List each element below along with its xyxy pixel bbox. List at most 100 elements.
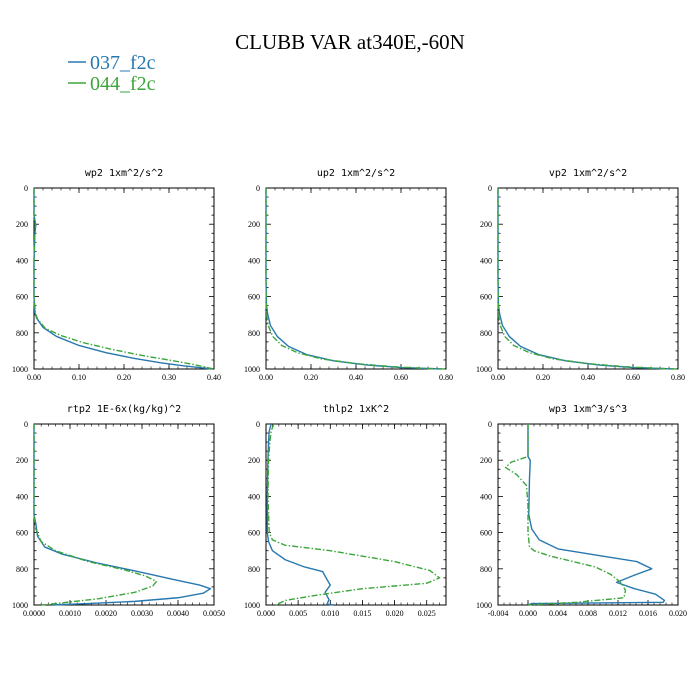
legend: 037_f2c 044_f2c [68,52,156,95]
y-tick-label: 400 [248,256,260,265]
x-tick-label: 0.40 [349,373,363,382]
x-tick-label: 0.30 [162,373,176,382]
y-tick-label: 400 [16,492,28,501]
x-tick-label: 0.016 [639,609,657,618]
y-tick-label: 0 [24,184,28,193]
panel-title: rtp2 1E-6x(kg/kg)^2 [67,404,181,415]
y-tick-label: 600 [248,293,260,302]
x-tick-label: 0.20 [304,373,318,382]
y-tick-label: 400 [248,492,260,501]
panel-title: vp2 1xm^2/s^2 [549,168,627,179]
y-tick-label: 600 [480,293,492,302]
y-tick-label: 1000 [244,601,260,610]
x-tick-label: 0.015 [353,609,371,618]
x-tick-label: 0.00 [259,373,273,382]
legend-label-044: 044_f2c [90,73,156,95]
x-tick-label: 0.0050 [203,609,225,618]
y-tick-label: 200 [16,456,28,465]
y-tick-label: 600 [16,529,28,538]
series-line-037_f2c [497,188,674,370]
x-tick-label: 0.60 [626,373,640,382]
y-tick-label: 200 [480,220,492,229]
x-tick-label: 0.000 [257,609,275,618]
x-tick-label: 0.40 [581,373,595,382]
plot-frame [33,423,215,606]
plot-frame [33,187,215,370]
series-line-044_f2c [265,188,447,370]
y-tick-label: 600 [16,293,28,302]
panel-6: wp3 1xm^3/s^3 0 200 400 600 800 1000-0.004 0.00… [476,404,687,618]
x-tick-label: 0.20 [117,373,131,382]
x-tick-label: 0.0040 [167,609,189,618]
x-tick-label: 0.0030 [131,609,153,618]
y-tick-label: 1000 [476,365,492,374]
y-tick-label: 400 [16,256,28,265]
x-tick-label: 0.60 [394,373,408,382]
y-tick-label: 0 [488,184,492,193]
y-tick-label: 400 [480,256,492,265]
series-line-044_f2c [33,424,158,606]
y-tick-label: 600 [248,529,260,538]
y-tick-label: 1000 [12,601,28,610]
y-tick-label: 800 [480,565,492,574]
series-line-044_f2c [504,424,627,606]
y-tick-label: 200 [248,456,260,465]
y-tick-label: 0 [256,184,260,193]
panel-title: wp2 1xm^2/s^2 [85,168,163,179]
x-tick-label: 0.020 [386,609,404,618]
series-line-037_f2c [33,188,212,370]
series-line-044_f2c [33,188,215,370]
x-tick-label: 0.0020 [95,609,117,618]
y-tick-label: 800 [480,329,492,338]
y-tick-label: 800 [248,565,260,574]
panel-4: rtp2 1E-6x(kg/kg)^2020040060080010000.00… [12,404,225,618]
x-tick-label: 0.0010 [59,609,81,618]
y-tick-label: 200 [248,220,260,229]
x-tick-label: -0.004 [488,609,509,618]
y-tick-label: 0 [24,420,28,429]
x-tick-label: 0.005 [289,609,307,618]
x-tick-label: 0.020 [669,609,687,618]
plot-frame [265,423,447,606]
y-tick-label: 400 [480,492,492,501]
x-tick-label: 0.80 [439,373,453,382]
series-line-044_f2c [267,423,441,606]
panel-title: thlp2 1xK^2 [323,404,389,415]
y-tick-label: 200 [16,220,28,229]
series-line-037_f2c [527,424,666,606]
x-tick-label: 0.10 [72,373,86,382]
y-tick-label: 0 [488,420,492,429]
series-line-037_f2c [266,423,334,606]
y-tick-label: 1000 [244,365,260,374]
panel-title: wp3 1xm^3/s^3 [549,404,627,415]
x-tick-label: 0.000 [519,609,537,618]
legend-label-037: 037_f2c [90,52,156,74]
x-tick-label: 0.20 [536,373,550,382]
y-tick-label: 1000 [12,365,28,374]
x-tick-label: 0.025 [418,609,436,618]
figure-title: CLUBB VAR at340E,-60N [235,30,465,54]
x-tick-label: 0.012 [609,609,627,618]
x-tick-label: 0.004 [549,609,567,618]
series-line-037_f2c [33,424,212,606]
y-tick-label: 600 [480,529,492,538]
x-tick-label: 0.00 [491,373,505,382]
series-line-044_f2c [497,188,679,370]
y-tick-label: 800 [16,329,28,338]
x-tick-label: 0.010 [321,609,339,618]
y-tick-label: 800 [16,565,28,574]
series-line-037_f2c [265,188,442,370]
panel-title: up2 1xm^2/s^2 [317,168,395,179]
x-tick-label: 0.0000 [23,609,45,618]
y-tick-label: 1000 [476,601,492,610]
y-tick-label: 800 [248,329,260,338]
plot-frame [265,187,447,370]
x-tick-label: 0.80 [671,373,685,382]
x-tick-label: 0.008 [579,609,597,618]
